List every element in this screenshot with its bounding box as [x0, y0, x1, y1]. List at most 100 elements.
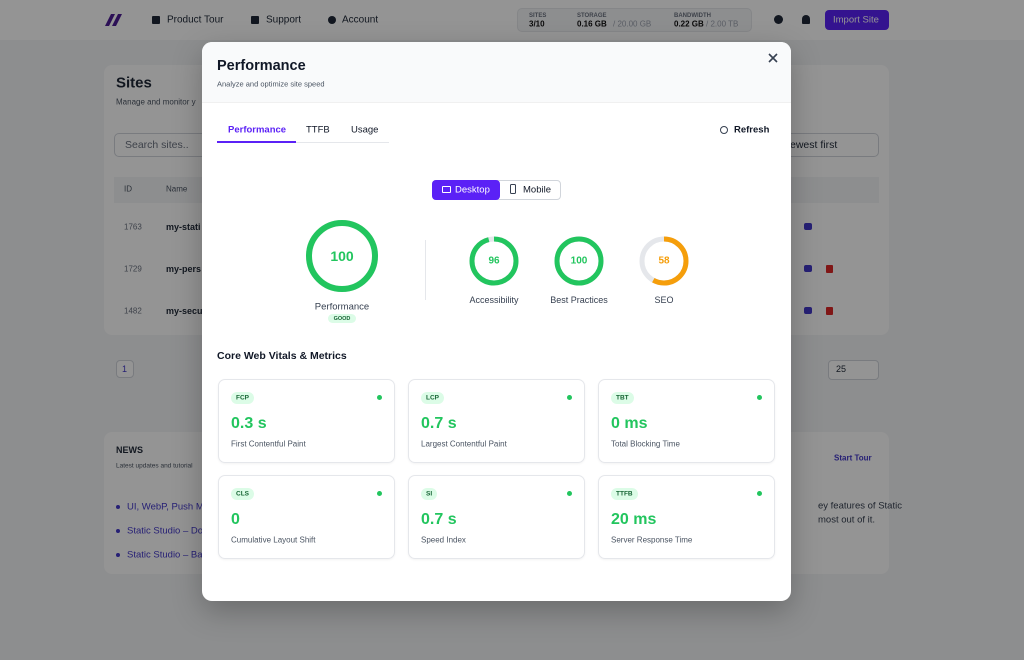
performance-modal: Performance Analyze and optimize site spe…	[202, 42, 791, 601]
row-action[interactable]	[804, 307, 812, 314]
search-placeholder[interactable]: Search sites..	[125, 139, 189, 151]
metric-pill	[611, 392, 634, 404]
tab[interactable]: TTFB	[306, 124, 330, 136]
mobile-icon	[510, 184, 516, 194]
desktop-label[interactable]: Desktop	[455, 184, 490, 196]
sort-label[interactable]: ewest first	[790, 139, 838, 151]
metric-pill	[231, 392, 254, 404]
nav-icon	[328, 16, 336, 24]
score-value: 100	[330, 248, 354, 264]
gauge-arc	[639, 236, 689, 286]
bullet	[116, 529, 120, 533]
metric-pill	[611, 488, 638, 500]
metric-value: 20 ms	[611, 511, 657, 528]
score-value: 58	[658, 255, 670, 267]
metric-value: 0	[231, 511, 240, 528]
news-link[interactable]: UI, WebP, Push M	[127, 501, 204, 513]
mobile-label[interactable]: Mobile	[523, 184, 551, 196]
page-button[interactable]	[116, 360, 134, 378]
status-dot	[377, 395, 382, 400]
nav-item[interactable]: Product Tour	[167, 14, 224, 26]
metric-card	[218, 475, 395, 559]
news-link[interactable]: Static Studio – Ba	[127, 549, 203, 561]
score-label: SEO	[654, 295, 674, 305]
divider	[425, 240, 426, 300]
score-label: Best Practices	[550, 295, 608, 305]
metric-abbr: SI	[426, 490, 433, 498]
nav-item[interactable]: Support	[266, 14, 302, 26]
page-number[interactable]: 1	[122, 364, 128, 374]
rating-pill	[328, 314, 356, 323]
metric-abbr: TTFB	[616, 490, 633, 498]
refresh-icon[interactable]	[720, 126, 728, 134]
gauge-arc	[306, 220, 378, 292]
tab-border	[217, 142, 389, 143]
news-link[interactable]: Static Studio – Do	[127, 525, 204, 537]
tab[interactable]: Usage	[351, 124, 379, 136]
metric-value: 0.7 s	[421, 415, 457, 432]
score-value: 96	[488, 255, 500, 267]
metric-abbr: FCP	[236, 394, 249, 402]
row-name[interactable]: my-secu	[166, 306, 203, 316]
row-id: 1763	[124, 222, 142, 232]
score-label: Performance	[314, 301, 370, 313]
status-dot	[757, 491, 762, 496]
gauge-arc	[469, 236, 519, 286]
metric-name: Total Blocking Time	[611, 439, 680, 449]
theme-toggle[interactable]	[774, 15, 783, 24]
stats-box	[517, 8, 752, 32]
logo	[105, 14, 122, 26]
tab-underline	[217, 141, 296, 143]
stat-label: STORAGE	[577, 13, 607, 19]
notifications[interactable]	[802, 15, 810, 24]
metric-abbr: TBT	[616, 394, 629, 402]
row-action[interactable]	[804, 265, 812, 272]
row-delete[interactable]	[826, 307, 833, 315]
status-dot	[567, 395, 572, 400]
row-action[interactable]	[804, 223, 812, 230]
bullet	[116, 505, 120, 509]
sites-subtitle: Manage and monitor y	[116, 97, 196, 107]
score-gauge	[469, 236, 519, 286]
start-tour[interactable]: Start Tour	[834, 453, 872, 463]
nav-icon	[251, 16, 259, 24]
desktop-button[interactable]	[432, 180, 500, 200]
tab[interactable]: Performance	[228, 124, 287, 136]
metric-value: 0 ms	[611, 415, 648, 432]
bullet	[116, 553, 120, 557]
row-delete[interactable]	[826, 265, 833, 273]
status-dot	[567, 491, 572, 496]
metric-abbr: CLS	[236, 490, 249, 498]
sites-title: Sites	[116, 74, 152, 92]
import-label[interactable]: Import Site	[833, 14, 879, 26]
page-size-label[interactable]: 25	[836, 364, 847, 374]
metric-card	[598, 475, 775, 559]
metric-abbr: LCP	[426, 394, 439, 402]
stat-limit: / 2.00 TB	[706, 19, 739, 29]
row-name[interactable]: my-pers	[166, 264, 202, 274]
score-label: Accessibility	[469, 295, 519, 305]
import-button[interactable]	[825, 10, 889, 30]
row-id: 1482	[124, 306, 142, 316]
metric-name: Speed Index	[421, 535, 466, 545]
refresh-button[interactable]: Refresh	[734, 124, 770, 136]
nav-item[interactable]: Account	[342, 14, 379, 26]
status-dot	[377, 491, 382, 496]
close-button[interactable]	[768, 53, 778, 63]
modal-header	[202, 42, 791, 103]
score-gauge	[306, 220, 378, 292]
metric-card	[408, 379, 585, 463]
news-title: NEWS	[116, 445, 143, 455]
page-size[interactable]	[828, 360, 879, 380]
metric-name: Server Response Time	[611, 535, 693, 545]
metric-name: Cumulative Layout Shift	[231, 535, 316, 545]
score-value: 100	[570, 255, 588, 267]
row-name[interactable]: my-stati	[166, 222, 201, 232]
news-subtitle: Latest updates and tutorial	[116, 462, 193, 470]
metric-card	[598, 379, 775, 463]
metric-card	[408, 475, 585, 559]
score-gauge	[639, 236, 689, 286]
stat-value: 0.16 GB	[577, 19, 607, 29]
desktop-icon	[442, 186, 451, 193]
